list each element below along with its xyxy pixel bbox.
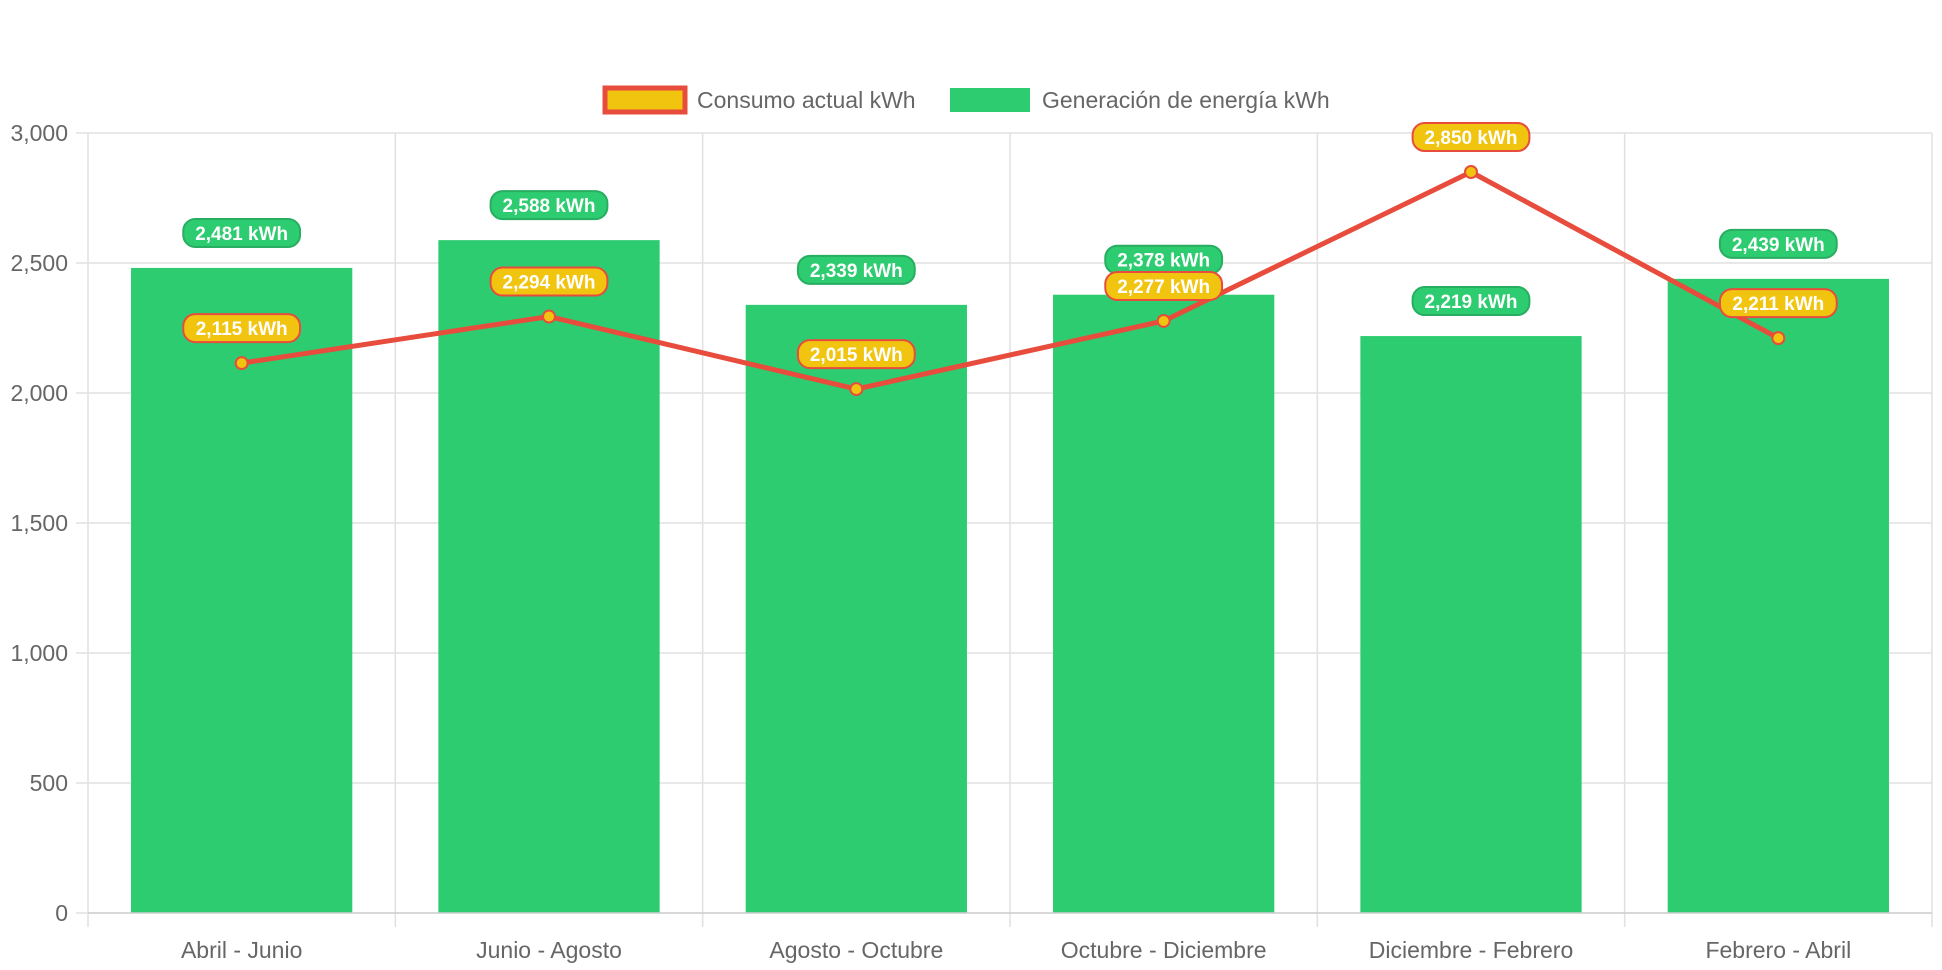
line-value-label: 2,115 kWh	[182, 313, 302, 344]
bar-value-label-bg	[1411, 286, 1531, 317]
bar-value-label-text: 2,588 kWh	[503, 196, 596, 217]
line-value-label-text: 2,015 kWh	[810, 345, 903, 366]
bar-value-label: 2,219 kWh	[1411, 286, 1531, 317]
grid-layer	[76, 132, 1933, 927]
bar-value-label: 2,588 kWh	[489, 190, 609, 221]
x-tick-label: Diciembre - Febrero	[1369, 937, 1574, 963]
line-value-label-text: 2,277 kWh	[1117, 277, 1210, 298]
line-point	[849, 382, 864, 397]
legend-swatch	[602, 85, 688, 115]
bar-value-label: 2,439 kWh	[1718, 228, 1838, 259]
bar-value-label-bg	[182, 217, 302, 248]
line-value-label: 2,850 kWh	[1411, 122, 1531, 152]
legend: Consumo actual kWh Generación de energía …	[602, 85, 1330, 115]
y-tick-label: 3,000	[10, 120, 68, 146]
x-tick-label: Abril - Junio	[181, 937, 302, 963]
bar-value-label: 2,481 kWh	[182, 217, 302, 248]
line-value-label-bg	[182, 313, 302, 344]
bar-value-label-bg	[489, 190, 609, 221]
bar-value-label-text: 2,378 kWh	[1117, 251, 1210, 272]
line-value-label-text: 2,115 kWh	[196, 319, 288, 340]
bar	[1360, 336, 1582, 913]
bars-layer	[131, 240, 1889, 914]
bar-value-label-bg	[796, 254, 916, 285]
line-value-label: 2,277 kWh	[1104, 270, 1224, 301]
bar-value-label-bg	[1718, 228, 1838, 259]
line-value-label-bg	[1718, 288, 1838, 319]
line-value-label-text: 2,294 kWh	[503, 273, 596, 294]
legend-swatch	[950, 88, 1030, 112]
line-point	[1464, 165, 1478, 179]
legend-item: Consumo actual kWh	[602, 85, 916, 115]
line-value-label: 2,015 kWh	[796, 339, 916, 370]
legend-item: Generación de energía kWh	[950, 87, 1330, 113]
line-point	[234, 356, 249, 371]
x-tick-label: Febrero - Abril	[1705, 937, 1851, 963]
bar	[438, 240, 660, 913]
x-tick-label: Octubre - Diciembre	[1061, 937, 1267, 963]
bar-value-label-text: 2,219 kWh	[1425, 292, 1518, 313]
line-value-label-bg	[489, 266, 609, 297]
bar	[745, 304, 967, 913]
y-tick-label: 1,500	[10, 510, 68, 536]
y-tick-label: 2,000	[10, 380, 68, 406]
bar-value-label-text: 2,339 kWh	[810, 261, 903, 282]
line-value-label-bg	[796, 339, 916, 370]
line-value-label-bg	[1104, 270, 1224, 301]
bar-value-label-text: 2,481 kWh	[195, 224, 288, 245]
bar	[1053, 294, 1275, 914]
y-tick-label: 0	[55, 900, 68, 926]
line-value-label: 2,211 kWh	[1718, 288, 1838, 319]
line-point	[1771, 331, 1786, 346]
y-tick-label: 2,500	[10, 250, 68, 276]
bar	[131, 267, 353, 913]
y-tick-label: 500	[30, 770, 68, 796]
y-tick-label: 1,000	[10, 640, 68, 666]
legend-label: Generación de energía kWh	[1042, 87, 1330, 113]
line-value-label-text: 2,850 kWh	[1425, 128, 1518, 149]
legend-label: Consumo actual kWh	[697, 87, 916, 113]
line-point	[1156, 313, 1171, 328]
line-series-consumo	[239, 169, 1781, 392]
bar-value-label: 2,339 kWh	[796, 254, 916, 285]
line-value-label: 2,294 kWh	[489, 266, 609, 297]
bar	[1667, 278, 1889, 913]
x-tick-label: Agosto - Octubre	[769, 937, 943, 963]
data-labels-layer: 2,481 kWh 2,588 kWh 2,339 kWh 2,378 kWh 2,21…	[182, 122, 1838, 370]
line-value-label-text: 2,211 kWh	[1732, 294, 1824, 315]
bar-value-label: 2,378 kWh	[1104, 244, 1224, 275]
axis-layer: 0 500 1,000 1,500 2,000 2,500 3,000 Abril - Jun…	[10, 120, 1932, 963]
line-point	[542, 309, 556, 324]
bar-value-label-text: 2,439 kWh	[1732, 235, 1825, 256]
x-tick-label: Junio - Agosto	[476, 937, 622, 963]
line-layer	[234, 165, 1786, 397]
line-value-label-bg	[1411, 122, 1531, 152]
